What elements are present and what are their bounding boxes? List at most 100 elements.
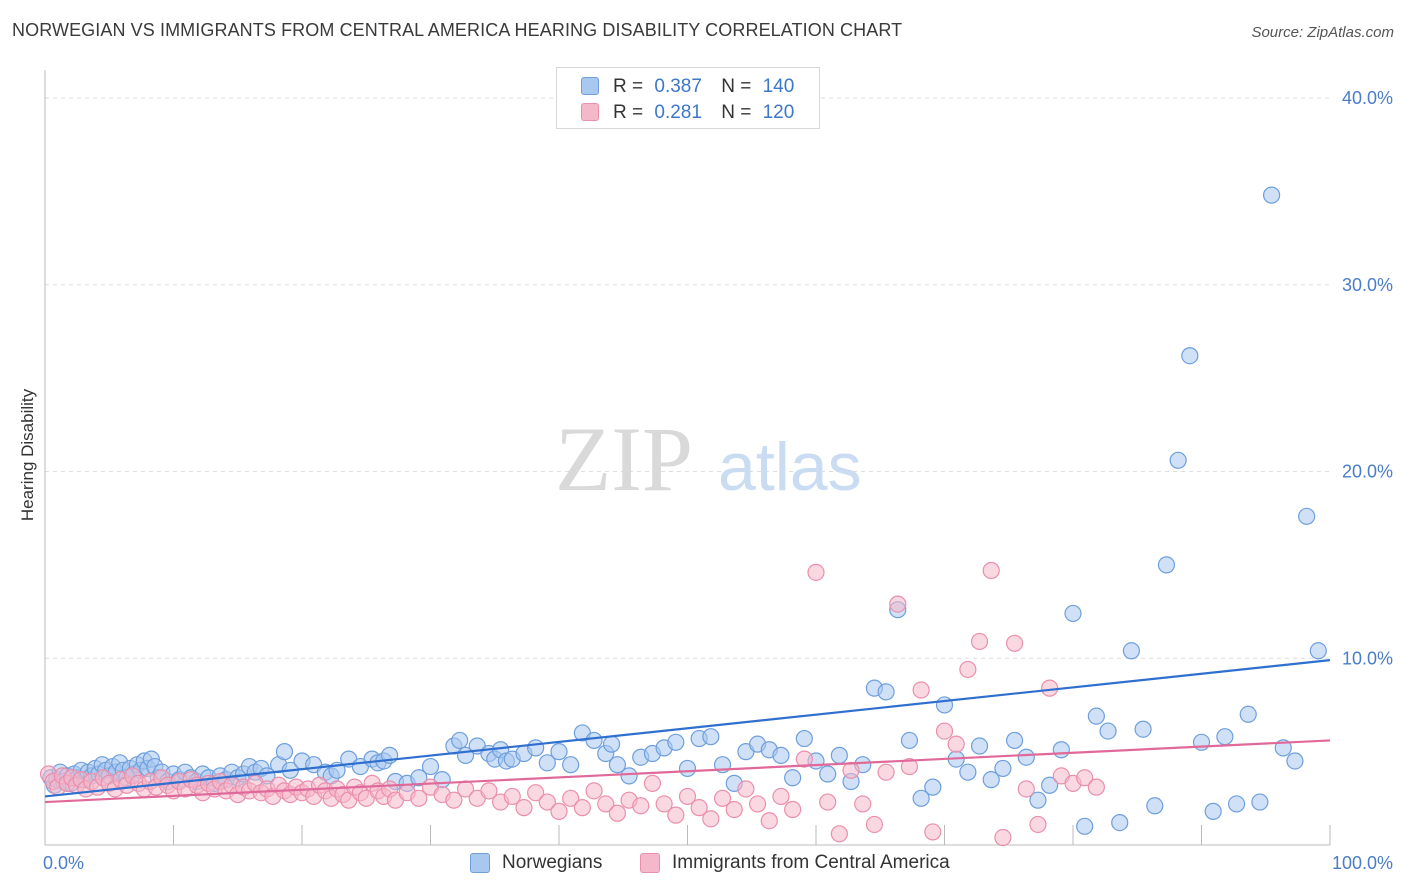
data-point bbox=[678, 787, 697, 806]
data-point bbox=[982, 561, 1000, 580]
data-point bbox=[1099, 722, 1117, 740]
data-point bbox=[1076, 769, 1094, 787]
data-point bbox=[760, 812, 778, 830]
trend-line-central-america bbox=[44, 739, 1331, 804]
x-tick-labels: 0.0% 100.0% bbox=[43, 853, 1393, 873]
data-point bbox=[924, 823, 942, 841]
data-point bbox=[597, 795, 615, 813]
data-point bbox=[772, 787, 790, 806]
data-point bbox=[1017, 780, 1035, 798]
data-point bbox=[900, 731, 919, 750]
data-point bbox=[1087, 707, 1105, 725]
data-point bbox=[1157, 556, 1176, 574]
data-point bbox=[889, 595, 907, 613]
data-point bbox=[445, 791, 463, 809]
series-norwegians bbox=[42, 186, 1327, 835]
data-point bbox=[1286, 752, 1304, 770]
data-point bbox=[503, 787, 521, 806]
data-point bbox=[1227, 795, 1246, 813]
data-point bbox=[585, 731, 603, 750]
data-point bbox=[877, 763, 895, 781]
data-point bbox=[737, 780, 755, 798]
data-point bbox=[702, 728, 720, 746]
data-point bbox=[527, 739, 545, 757]
r-value: 0.387 bbox=[654, 76, 702, 97]
x-tick-label: 100.0% bbox=[1332, 853, 1393, 873]
data-point bbox=[1251, 793, 1269, 811]
data-point bbox=[1041, 679, 1059, 697]
series-central-america bbox=[39, 561, 1105, 847]
data-point bbox=[830, 825, 848, 843]
data-point bbox=[819, 793, 837, 811]
data-point bbox=[1122, 642, 1141, 660]
data-point bbox=[748, 795, 767, 813]
n-value: 140 bbox=[762, 76, 795, 97]
data-point bbox=[678, 759, 697, 778]
y-tick-labels: 10.0% 20.0% 30.0% 40.0% bbox=[1342, 88, 1393, 668]
data-point bbox=[1134, 720, 1152, 738]
data-point bbox=[1005, 731, 1024, 750]
blue-swatch bbox=[470, 853, 490, 873]
data-point bbox=[608, 756, 627, 774]
data-point bbox=[1309, 642, 1327, 660]
data-point bbox=[643, 774, 662, 792]
data-point bbox=[1111, 813, 1129, 832]
data-point bbox=[994, 828, 1012, 847]
data-point bbox=[784, 769, 802, 787]
data-point bbox=[527, 784, 545, 802]
axes bbox=[44, 70, 1331, 846]
data-point bbox=[912, 681, 930, 699]
data-point bbox=[795, 750, 813, 768]
watermark-zip: ZIP bbox=[555, 408, 693, 510]
data-point bbox=[784, 800, 802, 819]
y-tick-label: 10.0% bbox=[1342, 648, 1393, 668]
chart-title: NORWEGIAN VS IMMIGRANTS FROM CENTRAL AME… bbox=[12, 20, 903, 40]
data-point bbox=[865, 815, 884, 834]
data-point bbox=[562, 756, 580, 774]
data-point bbox=[1064, 604, 1082, 623]
data-point bbox=[562, 789, 580, 807]
r-label: R = bbox=[613, 102, 644, 123]
data-point bbox=[573, 799, 591, 817]
n-value: 120 bbox=[762, 102, 795, 123]
data-point bbox=[1052, 741, 1070, 759]
data-point bbox=[275, 743, 294, 761]
n-label: N = bbox=[721, 102, 752, 123]
data-point bbox=[515, 799, 533, 817]
data-point bbox=[924, 778, 942, 796]
data-point bbox=[410, 789, 428, 807]
data-point bbox=[772, 746, 790, 764]
data-point bbox=[1204, 802, 1222, 820]
data-point bbox=[538, 793, 556, 811]
n-label: N = bbox=[721, 76, 752, 97]
y-tick-label: 40.0% bbox=[1342, 88, 1393, 108]
blue-swatch bbox=[581, 77, 599, 95]
data-point bbox=[854, 795, 872, 813]
data-point bbox=[1029, 791, 1047, 809]
data-point bbox=[655, 795, 673, 813]
data-point bbox=[1087, 778, 1105, 796]
y-tick-label: 30.0% bbox=[1342, 275, 1393, 295]
data-point bbox=[970, 632, 989, 651]
data-point bbox=[410, 769, 428, 787]
data-point bbox=[702, 810, 720, 828]
data-point bbox=[959, 763, 977, 781]
data-point bbox=[690, 799, 708, 817]
y-tick-label: 20.0% bbox=[1342, 462, 1393, 482]
data-point bbox=[550, 802, 568, 820]
data-point bbox=[1029, 815, 1047, 834]
trend-lines bbox=[44, 659, 1331, 804]
data-point bbox=[451, 731, 469, 750]
data-point bbox=[830, 746, 848, 764]
data-point bbox=[935, 722, 954, 740]
data-point bbox=[725, 800, 743, 819]
data-point bbox=[585, 782, 603, 800]
r-value: 0.281 bbox=[654, 102, 702, 123]
data-point bbox=[877, 683, 895, 701]
data-point bbox=[994, 759, 1012, 778]
pink-swatch bbox=[581, 103, 599, 121]
data-point bbox=[1041, 776, 1059, 794]
pink-swatch bbox=[640, 853, 660, 873]
data-point bbox=[912, 789, 930, 807]
data-point bbox=[947, 735, 965, 753]
